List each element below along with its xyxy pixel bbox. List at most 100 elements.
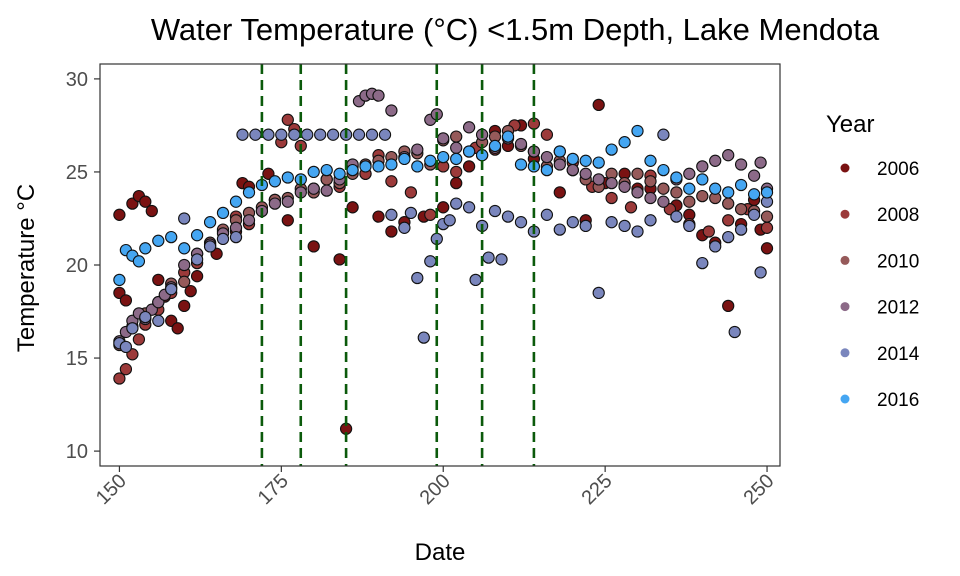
point-2016-46	[683, 182, 696, 195]
point-2012-26	[372, 89, 385, 102]
point-2010-48	[734, 203, 748, 216]
point-2014-51	[657, 128, 670, 141]
point-2016-38	[579, 154, 592, 167]
point-2014-21	[365, 128, 379, 141]
point-2014-8	[203, 240, 217, 253]
x-tick-label-200: 200	[416, 470, 455, 509]
point-2006-1	[113, 208, 126, 221]
point-2014-12	[249, 128, 262, 141]
point-2008-25	[385, 175, 398, 188]
point-2012-14	[242, 214, 256, 227]
point-2016-0	[113, 273, 126, 287]
point-2014-32	[450, 197, 463, 210]
point-2012-33	[450, 141, 463, 154]
point-2014-31	[443, 214, 456, 227]
point-2014-47	[605, 216, 618, 229]
point-2010-50	[760, 210, 774, 223]
point-2008-46	[760, 221, 774, 234]
y-axis-title: Temperature °C	[13, 184, 40, 352]
point-2016-29	[462, 145, 476, 158]
x-tick-label-150: 150	[92, 470, 131, 509]
point-2016-21	[359, 160, 372, 173]
point-2006-20	[307, 240, 320, 253]
legend-key-2012	[840, 302, 850, 312]
point-2014-25	[404, 206, 418, 220]
point-2006-48	[722, 299, 735, 313]
point-2008-16	[281, 113, 294, 126]
point-2006-7	[152, 273, 165, 287]
point-2012-34	[462, 121, 476, 134]
plot-area: 10 15 20 25 30 150 175 200 225 250	[66, 63, 781, 509]
point-2014-22	[378, 128, 392, 141]
point-2016-40	[605, 143, 618, 156]
point-2006-30	[450, 176, 463, 190]
point-2012-56	[747, 169, 761, 182]
point-2016-10	[216, 206, 230, 220]
point-2016-36	[553, 145, 566, 158]
point-2014-45	[579, 219, 592, 233]
point-2014-59	[747, 208, 761, 221]
point-2016-23	[385, 158, 398, 171]
point-2014-4	[152, 314, 165, 327]
legend-label-2014: 2014	[877, 344, 920, 365]
point-2008-39	[624, 201, 638, 214]
legend-label-2006: 2006	[877, 159, 919, 180]
point-2016-41	[618, 136, 631, 149]
point-2010-44	[683, 195, 696, 208]
point-2016-45	[670, 171, 683, 184]
point-2016-24	[398, 152, 411, 166]
point-2006-21	[333, 253, 346, 266]
point-2008-44	[722, 214, 735, 227]
point-2010-41	[644, 175, 657, 188]
point-2014-27	[417, 331, 430, 344]
point-2016-20	[346, 163, 359, 177]
point-2014-37	[488, 204, 502, 218]
point-2014-16	[301, 128, 314, 141]
point-2006-23	[346, 201, 359, 214]
point-2012-16	[268, 197, 282, 210]
point-2014-49	[631, 225, 644, 238]
point-2006-13	[190, 270, 204, 283]
legend-title: Year	[826, 111, 875, 138]
point-2010-40	[631, 167, 644, 180]
point-2012-57	[754, 156, 767, 169]
point-2008-43	[702, 225, 715, 238]
point-2014-33	[462, 201, 476, 214]
point-2016-35	[540, 163, 554, 177]
x-tick-label-225: 225	[578, 470, 617, 509]
point-2016-43	[644, 154, 657, 167]
point-2016-48	[709, 182, 722, 195]
series-2014	[113, 128, 774, 354]
point-2016-12	[242, 186, 256, 199]
point-2010-47	[722, 197, 735, 210]
point-2012-49	[657, 195, 670, 208]
point-2016-15	[281, 171, 294, 184]
point-2014-46	[592, 286, 605, 300]
point-2014-52	[670, 210, 683, 223]
point-2012-54	[722, 149, 735, 162]
point-2014-20	[352, 128, 366, 141]
point-2016-22	[372, 160, 385, 173]
point-2014-48	[618, 219, 631, 233]
point-2014-28	[424, 255, 437, 268]
legend-label-2012: 2012	[877, 298, 919, 319]
point-2014-36	[482, 251, 495, 264]
point-2006-26	[385, 225, 398, 238]
point-2014-39	[501, 210, 515, 223]
point-2008-0	[113, 372, 126, 385]
point-2012-46	[618, 180, 631, 193]
point-2016-26	[424, 154, 437, 167]
point-2016-51	[747, 188, 761, 201]
point-2016-14	[268, 175, 282, 188]
point-2012-17	[281, 195, 294, 208]
point-2006-39	[592, 98, 605, 112]
point-2016-31	[488, 139, 502, 153]
point-2014-58	[734, 223, 748, 236]
x-axis-title: Date	[415, 539, 466, 566]
point-2012-45	[605, 176, 618, 190]
point-2014-14	[275, 128, 288, 141]
point-2014-43	[553, 223, 566, 236]
point-2012-53	[709, 154, 722, 167]
point-2010-5	[178, 275, 191, 288]
